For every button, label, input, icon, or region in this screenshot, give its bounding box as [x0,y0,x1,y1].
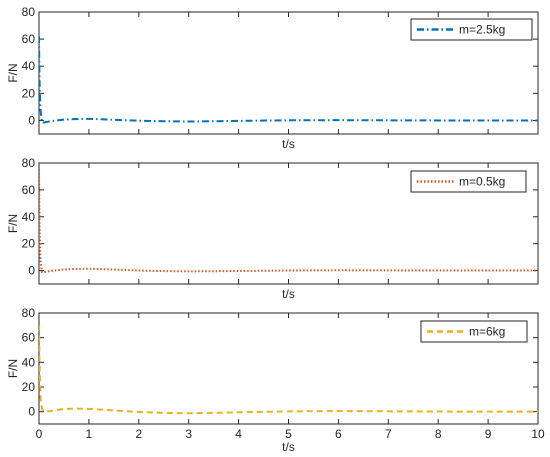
x-tick-label: 6 [335,427,342,441]
legend-label: m=2.5kg [459,23,505,37]
y-tick-label: 40 [22,355,36,369]
y-tick-label: 80 [22,5,36,19]
x-tick-label: 8 [435,427,442,441]
x-axis-title: t/s [282,137,295,151]
y-tick-label: 0 [28,264,35,278]
y-tick-label: 0 [28,113,35,127]
legend: m=2.5kg [410,18,533,41]
y-axis-title: F/N [6,359,20,378]
y-tick-label: 60 [22,331,36,345]
subplot-1: 0 20 40 60 80 t/s F/N m=2.5kg [6,5,539,151]
x-tick-label: 2 [135,427,142,441]
subplot-3: 0 20 40 60 80 0 1 2 3 4 5 6 7 8 9 10 t/s F/N m=6kg [6,306,545,454]
x-tick-label: 4 [235,427,242,441]
x-tick-label: 0 [36,427,43,441]
y-tick-label: 20 [22,86,36,100]
y-tick-label: 80 [22,306,36,320]
y-axis-title: F/N [6,214,20,233]
legend-box [410,18,533,41]
legend-label: m=6kg [469,325,505,339]
subplot-2: 0 20 40 60 80 t/s F/N m=0.5kg [6,156,539,301]
legend: m=6kg [420,320,528,343]
x-axis-title: t/s [282,287,295,301]
y-tick-label: 20 [22,380,36,394]
x-tick-label: 9 [485,427,492,441]
x-tick-label: 1 [86,427,93,441]
y-tick-label: 60 [22,32,36,46]
legend-label: m=0.5kg [459,175,505,189]
y-axis-title: F/N [6,63,20,82]
x-tick-label: 5 [285,427,292,441]
y-tick-label: 40 [22,210,36,224]
y-tick-label: 80 [22,156,36,170]
legend: m=0.5kg [410,170,527,193]
x-tick-label: 10 [531,427,545,441]
y-tick-label: 20 [22,237,36,251]
series-line-1 [39,325,538,415]
y-tick-label: 40 [22,59,36,73]
y-tick-label: 60 [22,183,36,197]
legend-box [410,170,527,193]
series-line-1 [39,36,538,124]
x-tick-label: 7 [385,427,392,441]
legend-box [420,320,528,343]
x-axis-title: t/s [282,440,295,454]
y-tick-label: 0 [28,405,35,419]
x-tick-label: 3 [185,427,192,441]
